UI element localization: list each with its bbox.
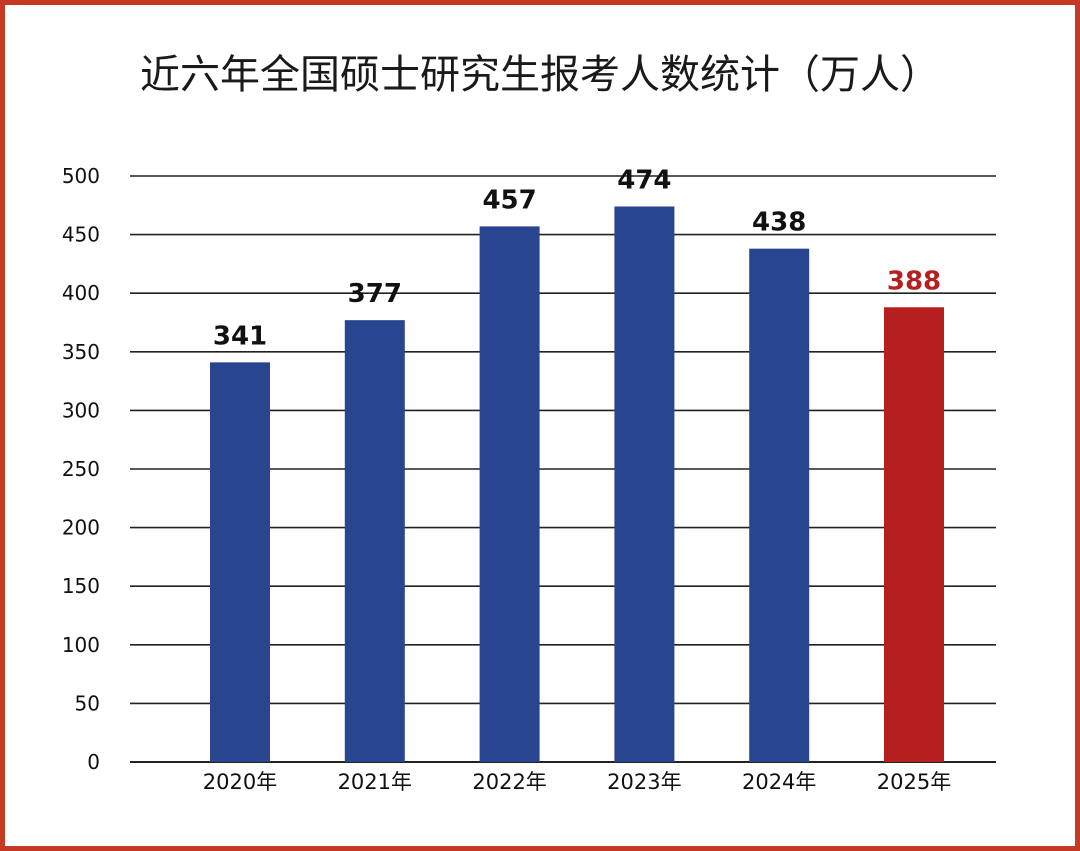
x-tick-label: 2025年 bbox=[877, 770, 951, 794]
y-tick-label: 450 bbox=[62, 223, 100, 247]
y-tick-label: 50 bbox=[75, 691, 100, 715]
y-tick-label: 150 bbox=[62, 574, 100, 598]
data-label: 457 bbox=[482, 185, 536, 215]
bar bbox=[344, 320, 405, 762]
x-tick-label: 2024年 bbox=[742, 770, 816, 794]
y-tick-label: 100 bbox=[62, 633, 100, 657]
y-tick-label: 500 bbox=[62, 164, 100, 188]
y-tick-label: 400 bbox=[62, 281, 100, 305]
y-tick-label: 250 bbox=[62, 457, 100, 481]
data-label: 438 bbox=[752, 208, 806, 238]
bar bbox=[479, 226, 540, 762]
y-tick-label: 0 bbox=[87, 750, 100, 774]
x-tick-label: 2022年 bbox=[472, 770, 546, 794]
data-label: 341 bbox=[213, 321, 267, 351]
x-tick-label: 2023年 bbox=[607, 770, 681, 794]
y-tick-label: 200 bbox=[62, 516, 100, 540]
bar bbox=[614, 206, 675, 763]
bar bbox=[210, 362, 270, 762]
chart-title: 近六年全国硕士研究生报考人数统计（万人） bbox=[140, 52, 940, 98]
data-label: 388 bbox=[887, 266, 941, 296]
data-label: 377 bbox=[348, 279, 402, 309]
data-label: 474 bbox=[617, 165, 671, 195]
x-tick-label: 2020年 bbox=[203, 770, 277, 794]
y-tick-label: 350 bbox=[62, 340, 100, 364]
x-tick-label: 2021年 bbox=[338, 770, 412, 794]
bar bbox=[884, 307, 944, 762]
bar bbox=[749, 248, 810, 762]
y-tick-label: 300 bbox=[62, 398, 100, 422]
